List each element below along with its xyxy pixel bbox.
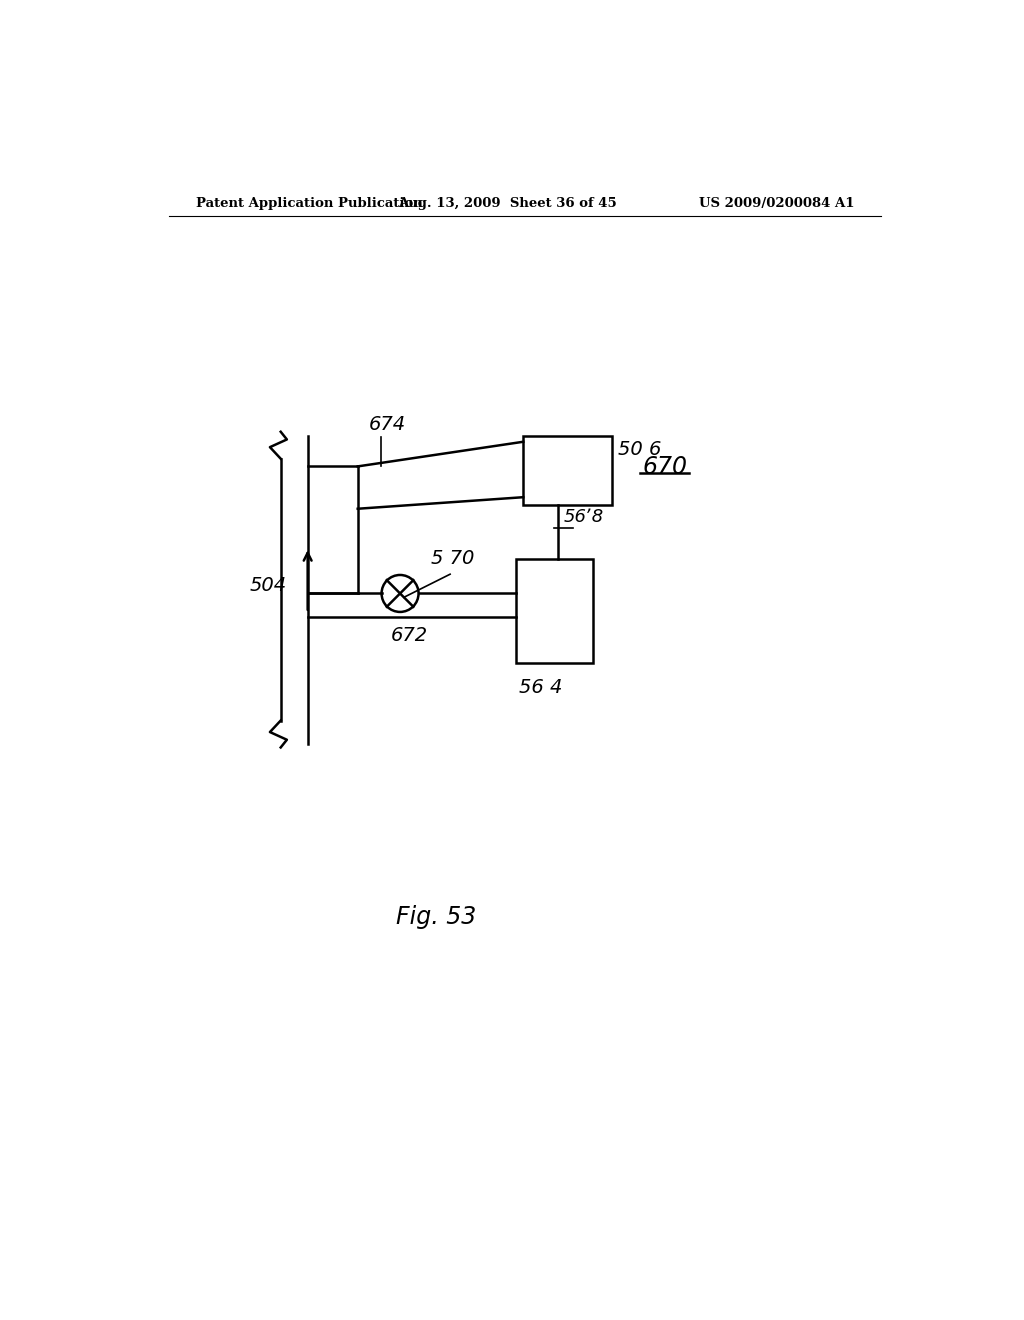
Text: 56 4: 56 4 <box>519 678 563 697</box>
Text: Patent Application Publication: Patent Application Publication <box>196 197 423 210</box>
Bar <box>515 558 593 663</box>
Text: 504: 504 <box>250 577 287 595</box>
Text: Fig. 53: Fig. 53 <box>396 906 476 929</box>
Text: 5 70: 5 70 <box>431 549 474 569</box>
Text: US 2009/0200084 A1: US 2009/0200084 A1 <box>698 197 854 210</box>
Text: Aug. 13, 2009  Sheet 36 of 45: Aug. 13, 2009 Sheet 36 of 45 <box>398 197 617 210</box>
Bar <box>523 436 611 506</box>
Text: 56ʼ8: 56ʼ8 <box>564 508 604 527</box>
Text: 50 6: 50 6 <box>617 440 662 459</box>
Text: 670: 670 <box>643 455 687 479</box>
Text: 674: 674 <box>370 414 407 434</box>
Text: 672: 672 <box>391 626 428 644</box>
